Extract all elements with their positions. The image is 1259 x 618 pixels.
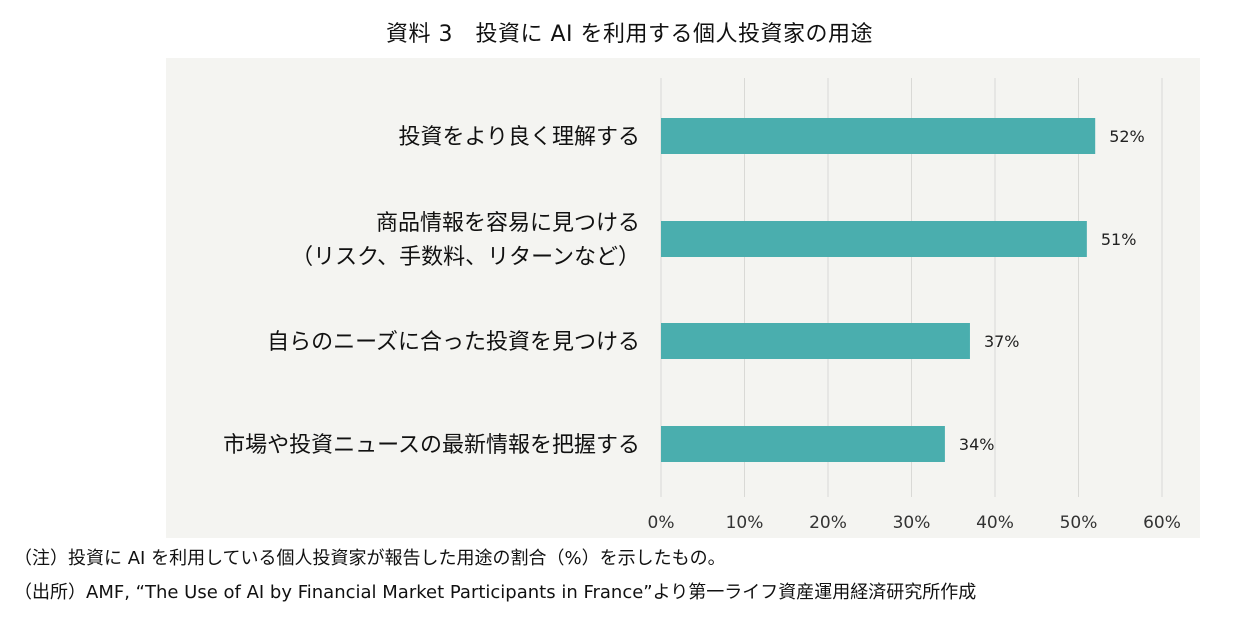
x-tick-label: 30% xyxy=(893,513,931,533)
value-labels: 52% 51% 37% 34% xyxy=(959,127,1145,454)
chart-title: 資料 3 投資に AI を利用する個人投資家の用途 xyxy=(385,22,874,47)
category-label: 市場や投資ニュースの最新情報を把握する xyxy=(223,433,640,458)
bar-value-label: 34% xyxy=(959,435,995,454)
x-tick-label: 50% xyxy=(1060,513,1098,533)
bar xyxy=(661,323,970,359)
category-label: 投資をより良く理解する xyxy=(398,125,640,150)
category-label: 自らのニーズに合った投資を見つける xyxy=(267,330,640,355)
chart-source: （出所）AMF, “The Use of AI by Financial Mar… xyxy=(14,582,977,603)
bar xyxy=(661,426,945,462)
bar-value-label: 52% xyxy=(1109,127,1145,146)
x-tick-label: 20% xyxy=(809,513,847,533)
x-tick-label: 10% xyxy=(726,513,764,533)
bar-value-label: 51% xyxy=(1101,230,1137,249)
x-tick-label: 0% xyxy=(648,513,675,533)
category-label: （リスク、手数料、リターンなど） xyxy=(291,245,640,270)
bar-value-label: 37% xyxy=(984,332,1020,351)
x-tick-label: 60% xyxy=(1143,513,1181,533)
x-axis-ticks: 0% 10% 20% 30% 40% 50% 60% xyxy=(648,513,1181,533)
chart-note: （注）投資に AI を利用している個人投資家が報告した用途の割合（%）を示したも… xyxy=(14,548,726,569)
bar xyxy=(661,221,1087,257)
category-label: 商品情報を容易に見つける xyxy=(376,211,640,236)
bars xyxy=(661,118,1096,462)
x-tick-label: 40% xyxy=(976,513,1014,533)
bar xyxy=(661,118,1096,154)
